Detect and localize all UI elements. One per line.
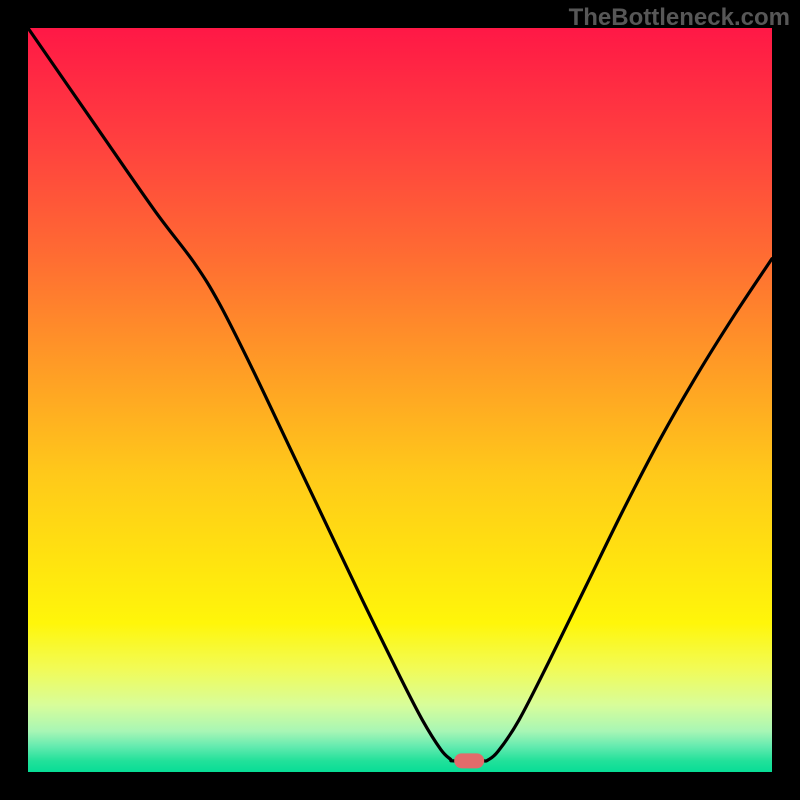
plot-background	[28, 28, 772, 772]
optimal-marker	[454, 753, 484, 768]
chart-container: TheBottleneck.com	[0, 0, 800, 800]
chart-svg	[0, 0, 800, 800]
